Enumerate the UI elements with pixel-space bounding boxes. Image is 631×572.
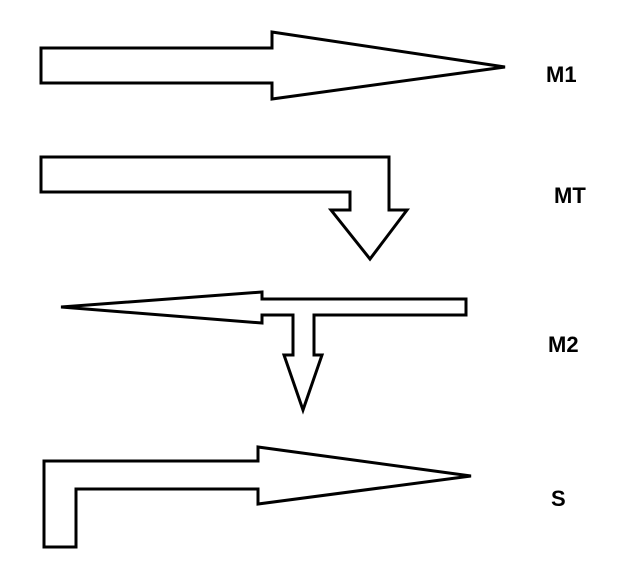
arrow-label-m1: M1 xyxy=(546,62,577,87)
arrow-mt xyxy=(39,155,411,262)
arrow-label-mt: MT xyxy=(554,183,586,208)
arrow-m2 xyxy=(60,290,468,415)
arrow-label-m2: M2 xyxy=(548,332,579,357)
arrow-m1 xyxy=(39,30,506,101)
arrow-s xyxy=(42,445,472,549)
arrow-label-s: S xyxy=(551,486,566,511)
